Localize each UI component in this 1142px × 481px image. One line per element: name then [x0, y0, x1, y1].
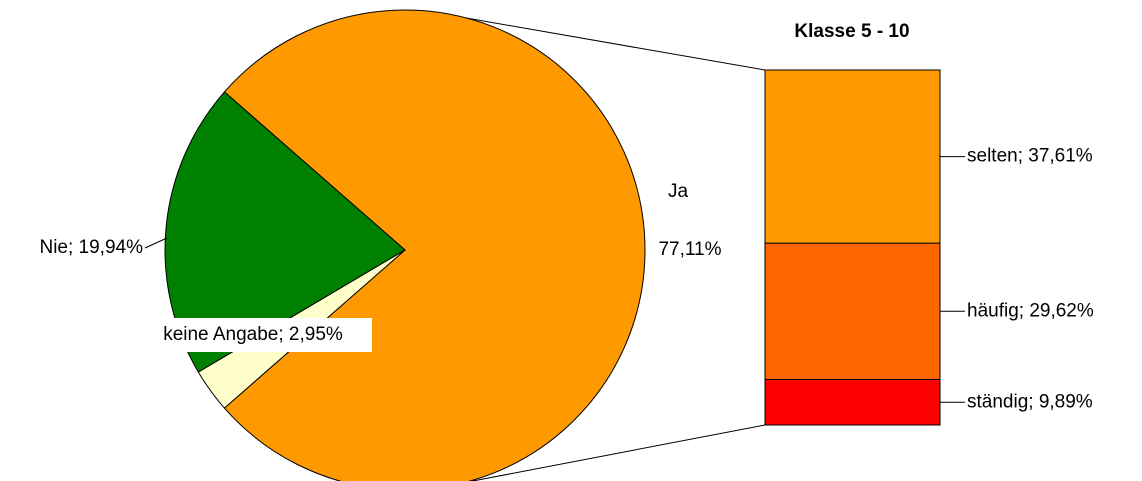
pie-label: Nie; 19,94% — [39, 237, 143, 258]
connector-line — [470, 424, 766, 481]
label-leader — [144, 237, 168, 249]
pie-label: 77,11% — [658, 239, 721, 260]
bar-label: ständig; 9,89% — [967, 391, 1093, 412]
connector-line — [467, 17, 766, 71]
pie-label: Ja — [668, 181, 689, 202]
bar-segment — [764, 242, 941, 380]
pie-slice — [223, 9, 646, 481]
pie-label: keine Angabe; 2,95% — [163, 324, 343, 345]
bar-label: häufig; 29,62% — [967, 300, 1094, 321]
bar-segment — [764, 378, 941, 426]
bar-label: selten; 37,61% — [967, 146, 1093, 167]
bar-segment — [764, 69, 941, 244]
bar-title: Klasse 5 - 10 — [794, 21, 909, 42]
label-box — [134, 318, 372, 352]
